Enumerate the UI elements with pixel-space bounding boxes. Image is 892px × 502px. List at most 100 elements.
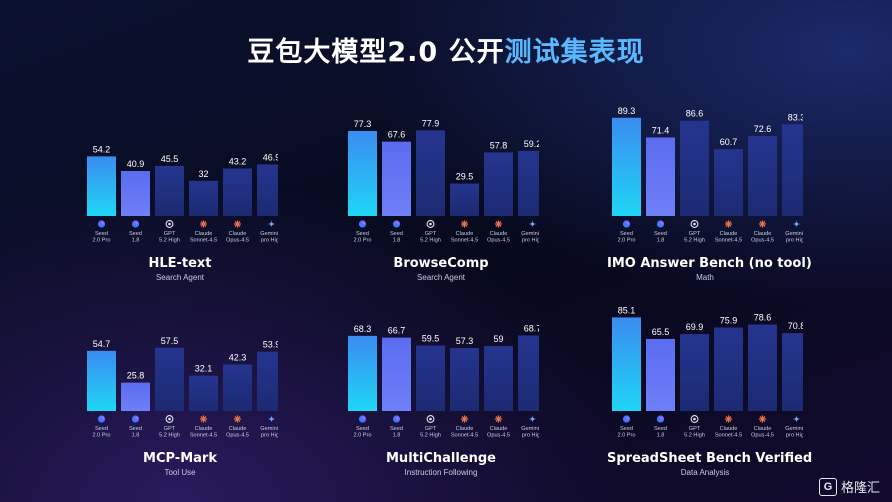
bar xyxy=(484,346,513,411)
model-label: 1.8 xyxy=(657,433,665,439)
model-label: 5.2 High xyxy=(159,238,180,244)
model-label: Seed xyxy=(356,231,369,237)
data-label: 71.4 xyxy=(652,125,670,135)
model-label: Gemini 3 xyxy=(521,426,539,432)
data-label: 65.5 xyxy=(652,327,670,337)
bar xyxy=(87,350,116,411)
model-label: pro High xyxy=(261,238,278,244)
seed-icon xyxy=(131,415,140,423)
data-label: 67.6 xyxy=(388,130,406,140)
benchmark-title: SpreadSheet Bench Verified xyxy=(607,451,813,466)
model-label: Claude xyxy=(720,231,738,237)
bar xyxy=(612,117,641,216)
model-label: 1.8 xyxy=(132,433,140,439)
model-label: Gemini 3 xyxy=(260,426,278,432)
chart-panel: 85.1 Seed 2.0 Pro 65.5 Seed 1.8 69.9 GPT 5.2 Hig… xyxy=(607,285,813,477)
model-label: Gemini 3 xyxy=(785,231,803,237)
title-accent: 测试集表现 xyxy=(504,37,645,68)
model-label: Opus-4.5 xyxy=(751,433,774,439)
openai-icon xyxy=(165,220,174,228)
openai-icon xyxy=(426,220,435,228)
data-label: 85.1 xyxy=(618,305,636,315)
data-label: 59 xyxy=(493,334,503,344)
model-label: Claude xyxy=(195,231,213,237)
data-label: 75.9 xyxy=(720,316,738,326)
seed-icon xyxy=(358,220,367,228)
bar xyxy=(223,364,252,411)
seed-icon xyxy=(97,415,106,423)
data-label: 32.1 xyxy=(195,364,213,374)
model-label: Claude xyxy=(754,231,772,237)
openai-icon xyxy=(690,220,699,228)
model-label: GPT xyxy=(425,231,437,237)
claude-icon xyxy=(460,415,469,423)
data-label: 29.5 xyxy=(456,172,474,182)
title-main: 豆包大模型2.0 公开 xyxy=(247,37,505,68)
data-label: 57.8 xyxy=(490,140,508,150)
data-label: 77.9 xyxy=(422,118,440,128)
benchmark-category: Search Agent xyxy=(155,273,205,282)
model-label: pro High xyxy=(522,238,539,244)
data-label: 70.8 xyxy=(788,321,803,331)
claude-icon xyxy=(494,220,503,228)
model-label: Sonnet-4.5 xyxy=(715,238,742,244)
data-label: 77.3 xyxy=(354,119,372,129)
model-label: 5.2 High xyxy=(684,238,705,244)
model-label: Sonnet-4.5 xyxy=(190,238,217,244)
model-label: 5.2 High xyxy=(684,433,705,439)
data-label: 25.8 xyxy=(127,371,145,381)
model-label: 1.8 xyxy=(393,433,401,439)
data-label: 46.9 xyxy=(263,152,278,162)
bar xyxy=(646,137,675,216)
model-label: pro High xyxy=(786,433,803,439)
seed-icon xyxy=(656,220,665,228)
claude-icon xyxy=(724,415,733,423)
benchmark-category: Math xyxy=(696,273,714,282)
benchmark-title: IMO Answer Bench (no tool) xyxy=(607,256,812,271)
seed-icon xyxy=(131,220,140,228)
openai-icon xyxy=(690,415,699,423)
bar xyxy=(782,333,803,411)
data-label: 45.5 xyxy=(161,154,179,164)
data-label: 69.9 xyxy=(686,322,704,332)
data-label: 78.6 xyxy=(754,313,772,323)
model-label: 5.2 High xyxy=(420,238,441,244)
model-label: Seed xyxy=(95,426,108,432)
watermark-text: 格隆汇 xyxy=(840,480,880,495)
model-label: Claude xyxy=(456,231,474,237)
page-title: 豆包大模型2.0 公开测试集表现 xyxy=(0,30,892,69)
model-label: Claude xyxy=(490,231,508,237)
model-label: Seed xyxy=(620,231,633,237)
bar xyxy=(518,335,539,411)
data-label: 89.3 xyxy=(618,106,636,116)
seed-icon xyxy=(622,220,631,228)
model-label: 1.8 xyxy=(132,238,140,244)
benchmark-title: MCP-Mark xyxy=(143,451,217,466)
model-label: Opus-4.5 xyxy=(226,433,249,439)
model-label: Opus-4.5 xyxy=(226,238,249,244)
model-label: pro High xyxy=(522,433,539,439)
model-label: GPT xyxy=(425,426,437,432)
bar xyxy=(223,168,252,216)
model-label: Opus-4.5 xyxy=(487,238,510,244)
bar xyxy=(748,136,777,216)
openai-icon xyxy=(165,415,174,423)
model-label: 2.0 Pro xyxy=(617,238,635,244)
model-label: Opus-4.5 xyxy=(751,238,774,244)
bar xyxy=(121,382,150,411)
chart-panel: 89.3 Seed 2.0 Pro 71.4 Seed 1.8 86.6 GPT 5.2 Hig… xyxy=(607,90,812,282)
claude-icon xyxy=(233,220,242,228)
benchmark-title: MultiChallenge xyxy=(386,451,496,466)
bar xyxy=(484,152,513,216)
benchmark-category: Instruction Following xyxy=(404,468,478,477)
model-label: GPT xyxy=(164,426,176,432)
watermark-logo-icon: G xyxy=(818,477,837,496)
model-label: Seed xyxy=(654,231,667,237)
model-label: GPT xyxy=(689,426,701,432)
model-label: Sonnet-4.5 xyxy=(451,238,478,244)
benchmark-title: BrowseComp xyxy=(393,256,489,271)
gemini-icon xyxy=(528,220,537,228)
